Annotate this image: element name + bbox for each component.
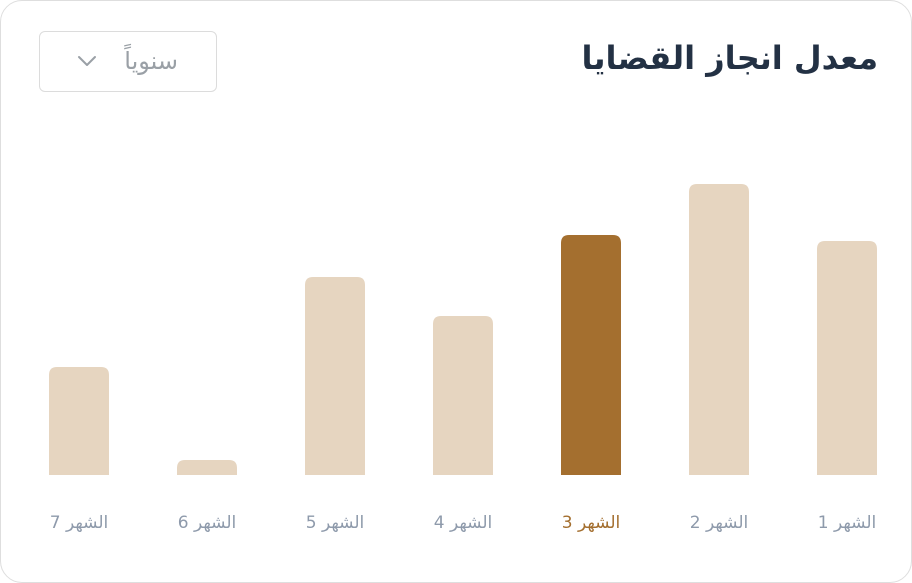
x-tick-label-month-1: الشهر 1 [818,513,877,533]
chart-bar-month-1[interactable] [817,241,877,475]
period-dropdown-value: سنوياً [124,47,178,75]
x-tick-label-month-6: الشهر 6 [178,513,237,533]
chart-bar-month-5[interactable] [305,277,365,475]
chart-bar-month-6[interactable] [177,460,237,475]
x-tick-label-month-7: الشهر 7 [50,513,109,533]
chart-bar-month-7[interactable] [49,367,109,475]
x-tick-label-month-2: الشهر 2 [690,513,749,533]
chart-bar-month-4[interactable] [433,316,493,475]
x-tick-label-month-5: الشهر 5 [306,513,365,533]
period-dropdown[interactable]: سنوياً [39,31,217,92]
chevron-down-icon [78,56,96,66]
chart-bar-month-2[interactable] [689,184,749,475]
x-tick-label-month-3: الشهر 3 [562,513,621,533]
x-tick-label-month-4: الشهر 4 [434,513,493,533]
chart-bar-month-3[interactable] [561,235,621,475]
card-title: معدل انجاز القضايا [581,39,878,77]
